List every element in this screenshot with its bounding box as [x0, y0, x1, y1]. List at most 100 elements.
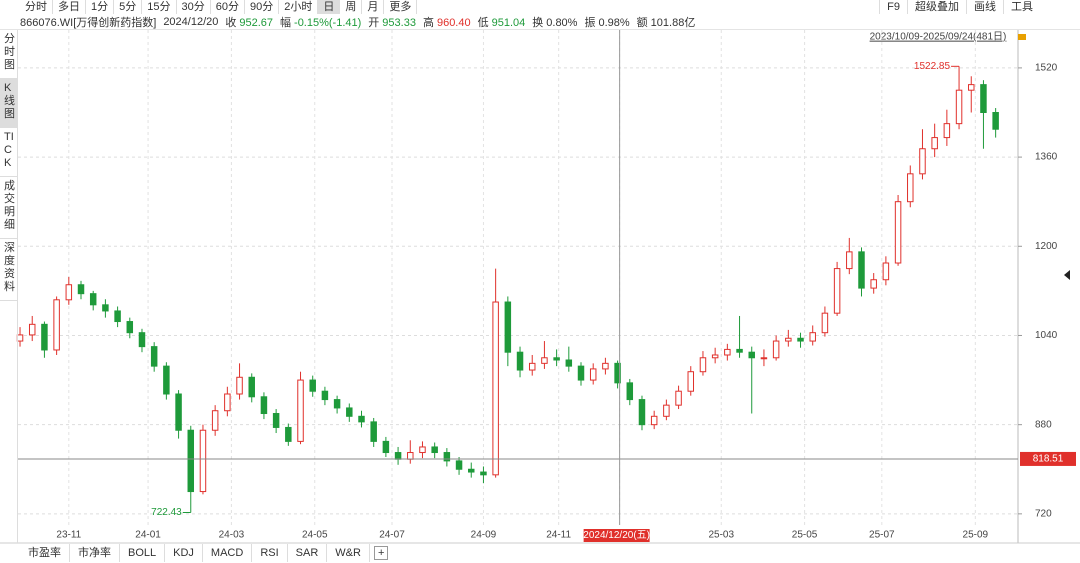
period-button[interactable]: 5分: [114, 0, 143, 14]
x-tick-label: 25-07: [869, 530, 895, 541]
period-button[interactable]: 2小时: [279, 0, 319, 14]
indicator-tabs: 市盈率 市净率 BOLL KDJ MACD RSI SAR W&R +: [20, 544, 389, 562]
candle-body: [28, 323, 36, 336]
candle-body: [699, 357, 707, 373]
annotation-label: 722.43: [151, 507, 182, 518]
candle-body: [785, 337, 792, 342]
date: 2024/12/20: [163, 16, 219, 28]
candle-body: [980, 84, 987, 114]
code: 866076.WI[万得创新药指数]: [20, 17, 157, 29]
indicator-tab[interactable]: MACD: [203, 544, 253, 562]
info-label: 低: [477, 17, 489, 29]
info-field: 换 0.80%: [532, 14, 577, 30]
period-button[interactable]: 90分: [245, 0, 280, 14]
indicator-tab[interactable]: 市净率: [70, 544, 120, 562]
candle-body: [346, 407, 353, 417]
tool-button[interactable]: 工具: [1003, 0, 1040, 14]
candle-body: [577, 365, 585, 381]
lock-icon[interactable]: [1018, 34, 1026, 40]
candle-body: [224, 393, 231, 412]
indicator-tab[interactable]: RSI: [252, 544, 288, 562]
x-tick-label: 25-03: [708, 530, 734, 541]
candle-body: [772, 340, 780, 359]
candle-body: [894, 201, 902, 264]
candle-body: [541, 357, 548, 364]
candle-body: [89, 293, 97, 306]
sidebar-tab[interactable]: 深度资料: [0, 239, 17, 301]
range-label[interactable]: 2023/10/09-2025/09/24(481日): [870, 32, 1007, 43]
x-tick-label: 24-05: [302, 530, 328, 541]
candle-body: [480, 471, 487, 476]
sidebar-tab[interactable]: TICK: [0, 128, 17, 177]
info-value: 0.80%: [546, 17, 578, 29]
candle-body: [394, 452, 402, 460]
y-tick-label: 1040: [1035, 330, 1058, 341]
candle-body: [431, 446, 438, 454]
period-button[interactable]: 分时: [20, 0, 53, 14]
info-value: 951.04: [491, 17, 526, 29]
sidebar-tab[interactable]: 成交明细: [0, 177, 17, 239]
candle-body: [211, 410, 219, 431]
candle-body: [163, 365, 170, 395]
candle-body: [565, 359, 573, 367]
info-value: 101.88亿: [650, 17, 696, 29]
cursor-label: 2024/12/20(五): [583, 530, 650, 541]
indicator-tab[interactable]: W&R: [327, 544, 370, 562]
candle-body: [968, 84, 975, 91]
period-button[interactable]: 60分: [211, 0, 245, 14]
tool-button[interactable]: 画线: [966, 0, 1003, 14]
y-tick-label: 720: [1035, 508, 1052, 519]
candle-body: [846, 251, 853, 270]
candle-body: [187, 429, 195, 493]
candle-body: [443, 452, 451, 462]
info-label: 收: [225, 17, 237, 29]
info-field: 额 101.88亿: [637, 14, 696, 30]
x-tick-label: 24-09: [471, 530, 497, 541]
candle-body: [882, 262, 890, 281]
x-tick-label: 23-11: [56, 530, 81, 541]
indicator-tab[interactable]: SAR: [288, 544, 328, 562]
tool-button[interactable]: F9: [879, 0, 907, 14]
candle-body: [870, 279, 877, 289]
info-field: 开 953.33: [368, 14, 416, 30]
period-button[interactable]: 1分: [86, 0, 115, 14]
info-label: 额: [636, 17, 648, 29]
x-tick-label: 25-05: [792, 530, 818, 541]
indicator-tab[interactable]: KDJ: [165, 544, 203, 562]
x-tick-label: 24-03: [219, 530, 245, 541]
period-button[interactable]: 15分: [142, 0, 177, 14]
add-tab[interactable]: +: [373, 546, 389, 560]
info-field: 幅 -0.15%(-1.41): [280, 14, 361, 30]
period-button[interactable]: 日: [318, 0, 341, 14]
info-value: 952.67: [239, 17, 274, 29]
collapse-arrow[interactable]: [1064, 270, 1070, 280]
candle-body: [468, 468, 475, 473]
period-button[interactable]: 月: [362, 0, 385, 14]
indicator-tab[interactable]: BOLL: [120, 544, 166, 562]
info-field: 低 951.04: [478, 14, 526, 30]
info-line: 866076.WI[万得创新药指数] 2024/12/20 收 952.67 幅 -0.1…: [20, 15, 702, 29]
sidebar-tab[interactable]: 分时图: [0, 30, 17, 79]
candle-body: [77, 284, 85, 295]
info-label: 换: [532, 17, 544, 29]
info-value: 0.98%: [598, 17, 630, 29]
candle-body: [65, 284, 73, 301]
period-button[interactable]: 更多: [384, 0, 418, 14]
period-toolbar: 分时 多日 1分 5分 15分 30分 60分 90分 2小时日周月更多: [20, 0, 418, 14]
candle-body: [114, 310, 121, 323]
candle-body: [297, 379, 304, 442]
indicator-tab[interactable]: 市盈率: [20, 544, 70, 562]
candle-body: [553, 357, 560, 361]
tool-button[interactable]: 超级叠加: [907, 0, 966, 14]
candle-body: [602, 362, 609, 370]
candle-body: [650, 415, 658, 426]
period-button[interactable]: 周: [340, 0, 363, 14]
sidebar-tab[interactable]: K线图: [0, 79, 17, 128]
period-button[interactable]: 30分: [177, 0, 211, 14]
x-tick-label: 25-09: [963, 530, 989, 541]
period-button[interactable]: 多日: [53, 0, 86, 14]
candle-body: [126, 321, 134, 334]
candle-body: [675, 390, 682, 406]
info-field: 收 952.67: [225, 14, 273, 30]
